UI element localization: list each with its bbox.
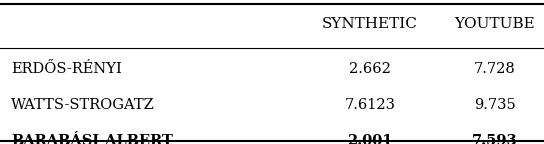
Text: 9.735: 9.735 <box>474 98 516 112</box>
Text: SYNTHETIC: SYNTHETIC <box>322 17 418 32</box>
Text: 2.662: 2.662 <box>349 62 391 76</box>
Text: 2.001: 2.001 <box>347 134 393 144</box>
Text: 7.728: 7.728 <box>474 62 516 76</box>
Text: 7.6123: 7.6123 <box>344 98 395 112</box>
Text: YOUTUBE: YOUTUBE <box>455 17 535 32</box>
Text: ERDŐS-RÉNYI: ERDŐS-RÉNYI <box>11 62 122 76</box>
Text: 7.593: 7.593 <box>472 134 518 144</box>
Text: WATTS-STROGATZ: WATTS-STROGATZ <box>11 98 154 112</box>
Text: BARABÁSI-ALBERT: BARABÁSI-ALBERT <box>11 134 173 144</box>
